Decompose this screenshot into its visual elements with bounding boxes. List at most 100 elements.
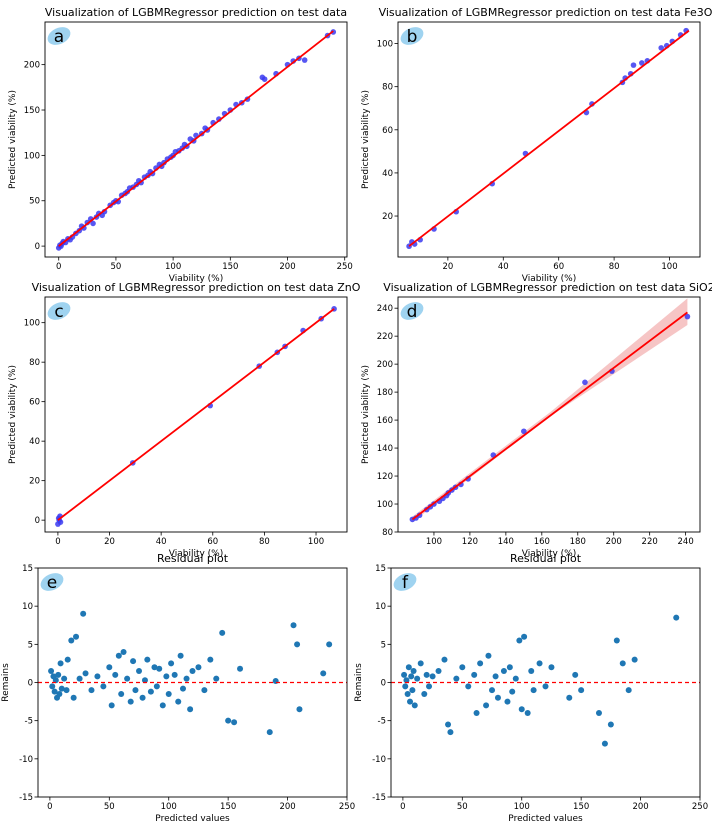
data-point (141, 677, 148, 684)
data-point (435, 668, 442, 675)
x-tick-label: 200 (632, 802, 648, 812)
plot-frame (397, 21, 701, 258)
data-point (106, 664, 113, 671)
data-point (168, 660, 175, 667)
data-point (426, 683, 433, 690)
plot-frame (44, 296, 348, 533)
y-tick-label: 80 (29, 358, 40, 368)
data-point (542, 683, 549, 690)
y-tick-label: 5 (28, 640, 33, 650)
data-point (405, 664, 412, 671)
data-point (402, 683, 409, 690)
x-tick-label: 100 (426, 537, 442, 547)
data-point (296, 706, 303, 713)
data-point (80, 610, 87, 617)
data-point (55, 671, 62, 678)
data-point (183, 675, 190, 682)
chart-title: Visualization of LGBMRegressor predictio… (379, 6, 712, 19)
data-point (530, 687, 537, 694)
data-point (483, 702, 490, 709)
data-point (58, 685, 65, 692)
regression-line (411, 311, 688, 521)
x-axis-label: Predicted values (508, 814, 583, 824)
y-tick-label: -15 (19, 793, 33, 803)
chart-title: Residual plot (157, 552, 229, 565)
data-point (70, 694, 77, 701)
y-tick-label: 40 (29, 437, 40, 447)
x-axis-label: Predicted values (155, 814, 230, 824)
y-tick-label: 40 (382, 169, 393, 179)
y-tick-label: 0 (381, 679, 386, 689)
data-point (417, 660, 424, 667)
data-point (231, 719, 238, 726)
x-tick-label: 180 (570, 537, 586, 547)
y-tick-label: 0 (35, 516, 40, 526)
plot-frame (44, 21, 348, 258)
x-tick-label: 100 (161, 802, 177, 812)
x-tick-label: 200 (279, 802, 295, 812)
x-tick-label: 50 (457, 802, 468, 812)
data-point (326, 641, 333, 648)
data-point (504, 698, 511, 705)
y-tick-label: 20 (29, 477, 40, 487)
data-point (57, 660, 64, 667)
data-point (189, 668, 196, 675)
data-point (171, 671, 178, 678)
data-point (578, 687, 585, 694)
panel-letter-badge (393, 573, 417, 591)
data-point (528, 668, 535, 675)
data-point (130, 658, 137, 665)
data-point (409, 687, 416, 694)
panel-letter: e (47, 573, 57, 593)
x-tick-label: 0 (55, 537, 60, 547)
data-point (163, 673, 170, 680)
data-point (108, 702, 115, 709)
x-tick-label: 60 (207, 537, 218, 547)
y-tick-label: 200 (24, 61, 40, 71)
y-tick-label: 15 (22, 564, 33, 574)
data-point (63, 687, 70, 694)
data-point (51, 688, 58, 695)
y-tick-label: 80 (382, 528, 393, 538)
data-point (582, 379, 588, 386)
data-point (407, 698, 414, 705)
x-tick-label: 50 (104, 802, 115, 812)
panel-letter-badge (400, 27, 424, 45)
y-tick-label: -15 (372, 793, 386, 803)
data-point (595, 710, 602, 717)
y-tick-label: 180 (377, 388, 393, 398)
data-point (94, 673, 101, 680)
data-point (165, 690, 172, 697)
panel-letter: c (54, 302, 63, 322)
y-tick-label: -5 (378, 717, 386, 727)
data-point (411, 702, 418, 709)
data-point (88, 687, 95, 694)
data-point (521, 633, 528, 640)
data-point (132, 687, 139, 694)
panel-letter-badge (47, 302, 71, 320)
x-tick-label: 80 (609, 262, 620, 272)
panel-letter: b (407, 27, 418, 47)
y-axis-label: Predicted viability (%) (8, 90, 18, 189)
data-point (290, 622, 297, 629)
data-point (52, 677, 59, 684)
data-point (684, 313, 691, 320)
panel-letter: a (54, 27, 64, 47)
data-point (607, 721, 614, 728)
data-point (82, 670, 89, 677)
data-point (404, 690, 411, 697)
data-point (453, 675, 460, 682)
data-point (572, 671, 579, 678)
data-point (473, 710, 480, 717)
data-point (118, 690, 125, 697)
data-point (494, 694, 501, 701)
panel-letter-badge (40, 573, 64, 591)
y-tick-label: 100 (377, 500, 393, 510)
data-point (673, 614, 680, 621)
data-point (100, 683, 107, 690)
data-point (136, 668, 143, 675)
chart-title: Visualization of LGBMRegressor predictio… (32, 281, 361, 294)
x-tick-label: 100 (165, 262, 181, 272)
